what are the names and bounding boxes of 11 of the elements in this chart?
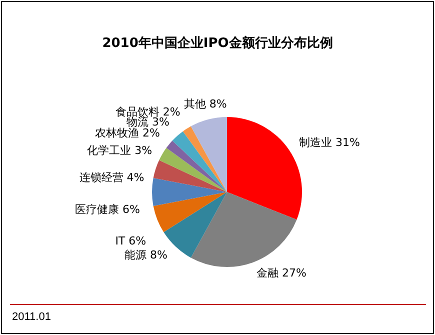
slice-label: 制造业 31% xyxy=(298,136,360,149)
slice-label: 化学工业 3% xyxy=(87,144,152,157)
slice-label: 金融 27% xyxy=(256,266,306,280)
slice-label: 农林牧渔 2% xyxy=(95,126,160,140)
slice-label: 医疗健康 6% xyxy=(75,202,140,216)
slice-label: 连锁经营 4% xyxy=(79,170,144,184)
slice-label: IT 6% xyxy=(115,234,146,248)
slice-label: 其他 8% xyxy=(184,97,227,110)
chart-title: 2010年中国企业IPO金额行业分布比例 xyxy=(101,34,334,52)
slice-label: 能源 8% xyxy=(124,248,168,262)
text: 2011.01 xyxy=(12,311,51,323)
